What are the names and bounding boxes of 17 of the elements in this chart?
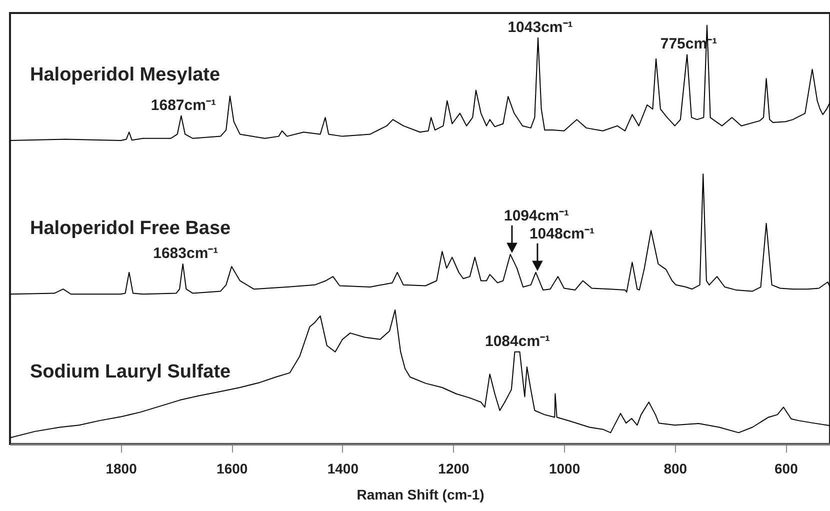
series-label: Sodium Lauryl Sulfate — [30, 362, 231, 383]
annotation: 1683cm⁻¹ — [153, 244, 218, 262]
annotation: 1043cm⁻¹ — [508, 18, 573, 36]
x-tick-label: 1000 — [548, 460, 580, 476]
x-tick-label: 1600 — [216, 460, 248, 476]
x-tick-label: 600 — [774, 460, 798, 476]
x-tick-label: 800 — [664, 460, 688, 476]
annotation: 1094cm⁻¹ — [504, 207, 570, 224]
x-axis-title: Raman Shift (cm-1) — [356, 486, 484, 502]
series-label: Haloperidol Free Base — [30, 218, 231, 240]
x-tick-label: 1200 — [438, 460, 470, 476]
annotation: 1084cm⁻¹ — [484, 332, 550, 350]
x-tick-label: 1800 — [106, 460, 138, 476]
annotation: 1687cm⁻¹ — [150, 96, 216, 114]
series-label: Haloperidol Mesylate — [30, 64, 220, 86]
annotation: 1048cm⁻¹ — [529, 225, 595, 242]
x-tick-label: 1400 — [327, 460, 359, 476]
